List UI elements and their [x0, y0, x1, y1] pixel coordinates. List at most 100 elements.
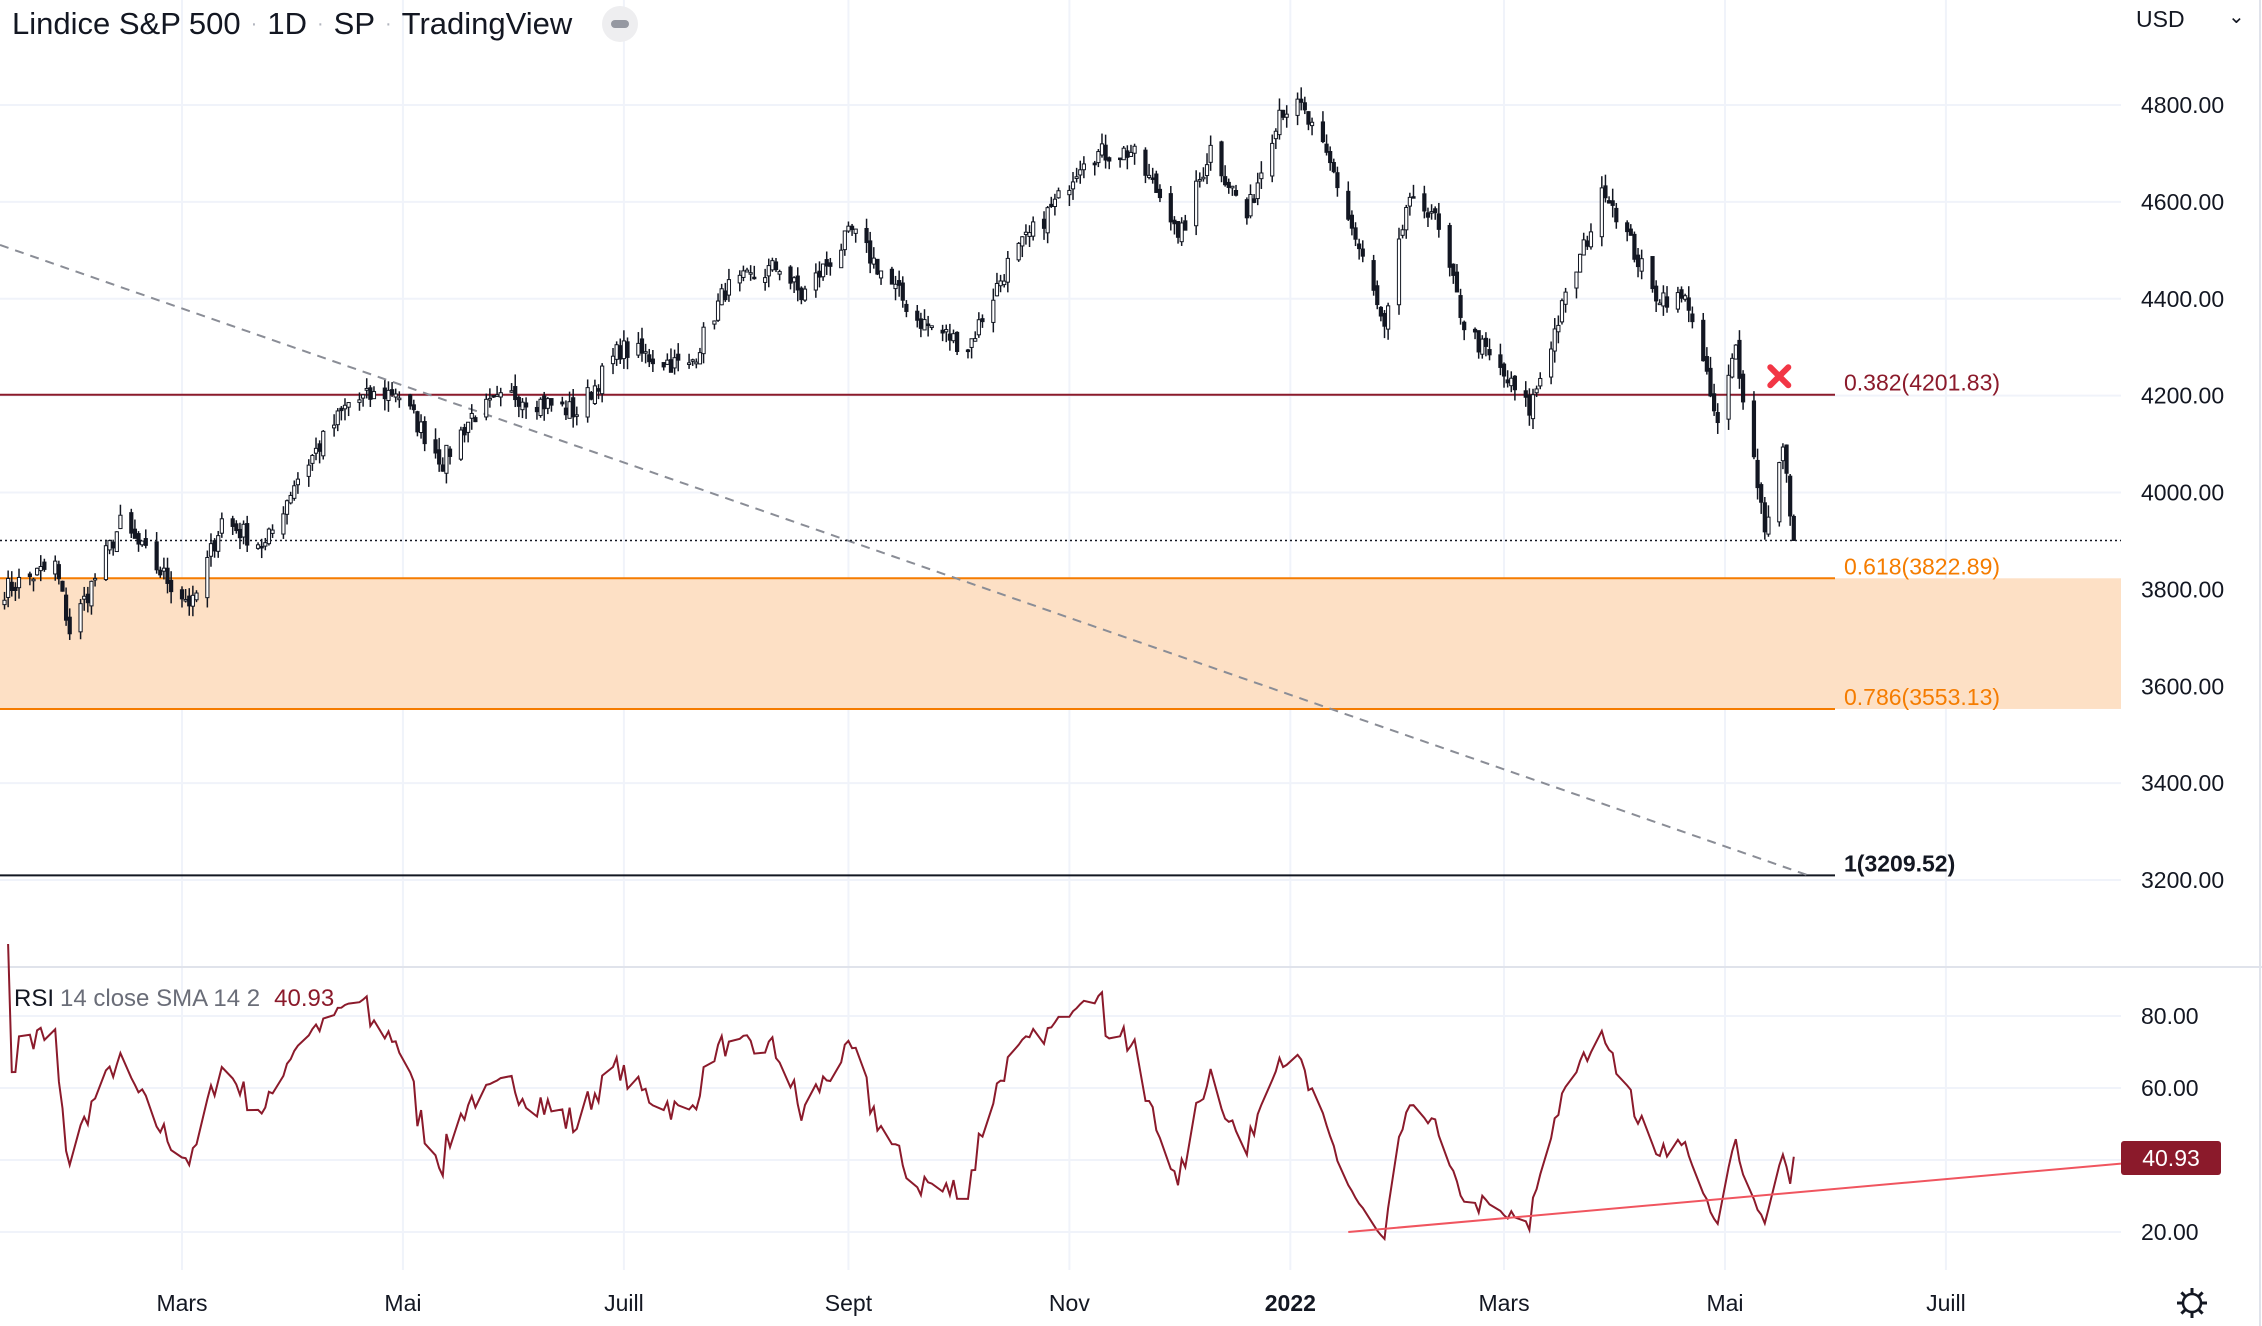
price-tick-label: 3400.00 [2141, 770, 2224, 796]
price-axis[interactable]: 4800.00 4600.00 4400.00 4200.00 4000.00 3800.… [2141, 92, 2224, 1245]
time-axis[interactable]: Mars Mai Juill Sept Nov 2022 Mars Mai Juill [156, 1290, 1965, 1316]
candle [1375, 280, 1380, 310]
candle [1179, 217, 1184, 246]
candle [484, 393, 489, 421]
price-tick-label: 4000.00 [2141, 480, 2224, 506]
candle [799, 286, 804, 305]
candle [111, 539, 116, 556]
candle [1371, 254, 1376, 296]
candle [1023, 224, 1029, 245]
candle [408, 393, 413, 410]
price-tick-label: 3200.00 [2141, 867, 2224, 893]
candle [516, 395, 521, 418]
candle [1360, 240, 1365, 263]
candle [1675, 286, 1680, 313]
candle [1099, 133, 1105, 158]
candle [245, 515, 250, 552]
collapse-legend-button[interactable] [602, 6, 639, 42]
price-tick-label: 4400.00 [2141, 286, 2224, 312]
candle [1197, 172, 1202, 188]
candle [31, 577, 36, 592]
candle [1650, 256, 1655, 293]
settings-gear-icon[interactable] [2177, 1288, 2207, 1318]
candle [1730, 353, 1735, 379]
candle [53, 555, 58, 581]
candle [114, 531, 119, 553]
candle [288, 491, 293, 505]
candle [1335, 166, 1340, 197]
candle [545, 397, 550, 415]
candle [1657, 299, 1662, 306]
candle [63, 587, 69, 626]
candle [491, 395, 496, 398]
candle [1574, 271, 1579, 299]
candle [1780, 443, 1786, 470]
candle [1045, 206, 1050, 244]
candle [1755, 448, 1760, 500]
candle [437, 437, 442, 472]
candle [418, 414, 424, 439]
candle [1425, 207, 1431, 227]
x-marker-icon[interactable] [1767, 364, 1792, 389]
price-tick-label: 4600.00 [2141, 189, 2224, 215]
candle [1563, 287, 1568, 313]
candle [1509, 371, 1514, 393]
candle [1436, 202, 1441, 238]
interval[interactable]: 1D [267, 6, 307, 41]
candle [60, 580, 65, 592]
candle [589, 390, 594, 401]
rsi-trendline[interactable] [1348, 1162, 2122, 1233]
candle [1610, 188, 1615, 218]
candle [813, 263, 818, 298]
candle [1328, 146, 1333, 171]
chevron-down-icon[interactable]: ⌄ [2228, 6, 2245, 28]
candle [216, 530, 221, 558]
candle [1639, 249, 1644, 280]
candle [473, 415, 478, 423]
fib-label-0.786: 0.786(3553.13) [1844, 684, 2000, 710]
candle [332, 414, 337, 437]
candle [723, 282, 728, 302]
candle [469, 404, 474, 430]
candle [27, 571, 32, 586]
time-tick-label: Juill [604, 1290, 644, 1316]
candle [513, 374, 518, 408]
candle [1270, 134, 1275, 183]
candle [1252, 194, 1257, 204]
candle [1458, 288, 1463, 325]
rsi-tick-label: 80.00 [2141, 1003, 2199, 1029]
candle [621, 330, 626, 369]
candle [190, 585, 195, 617]
candle [1635, 247, 1641, 278]
candle [132, 519, 138, 539]
candle [78, 598, 83, 640]
fib-label-0.382: 0.382(4201.83) [1844, 370, 2000, 396]
candle [1378, 306, 1383, 322]
candle [893, 275, 898, 301]
candle [650, 350, 655, 373]
candle [1759, 482, 1764, 514]
candle [158, 566, 163, 578]
candle [1154, 170, 1159, 193]
candle [752, 265, 757, 280]
symbol-name[interactable]: Lindice S&P 500 [12, 6, 241, 41]
time-tick-label: Juill [1926, 1290, 1966, 1316]
candle [741, 265, 746, 282]
candle [1523, 381, 1528, 407]
candle [462, 423, 467, 443]
rsi-title[interactable]: RSI [14, 985, 55, 1012]
candle [1751, 391, 1757, 460]
currency-label[interactable]: USD [2136, 6, 2185, 32]
candle [922, 309, 927, 331]
candle [281, 506, 286, 539]
dashed-trendline[interactable] [0, 244, 1809, 877]
candle [161, 557, 166, 580]
candle [839, 243, 844, 269]
candle [1016, 242, 1021, 262]
candle [1157, 184, 1163, 203]
candle [1096, 149, 1101, 168]
candle [1530, 388, 1536, 430]
candle [1603, 174, 1608, 203]
candle [1712, 383, 1717, 416]
